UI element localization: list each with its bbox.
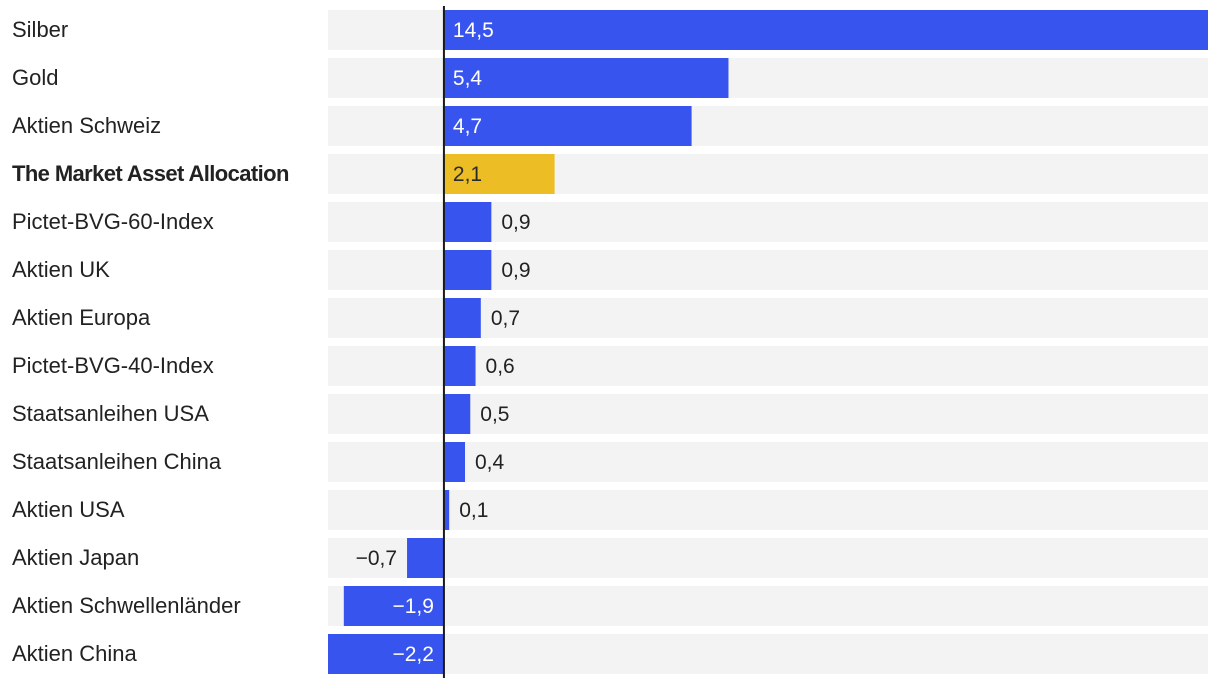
value-label: 4,7 bbox=[453, 115, 482, 138]
value-label: −1,9 bbox=[392, 595, 433, 618]
bar bbox=[443, 250, 492, 290]
bar bbox=[443, 202, 492, 242]
value-label: −2,2 bbox=[392, 643, 433, 666]
bar bbox=[443, 394, 471, 434]
row-background bbox=[328, 538, 1208, 578]
bar bbox=[443, 10, 1209, 50]
category-label: Pictet-BVG-40-Index bbox=[12, 353, 214, 378]
value-label: 14,5 bbox=[453, 19, 494, 42]
bar bbox=[443, 442, 466, 482]
value-label: 2,1 bbox=[453, 163, 482, 186]
bar bbox=[443, 58, 729, 98]
value-label: 0,9 bbox=[501, 259, 530, 282]
bar bbox=[443, 298, 481, 338]
value-label: 0,9 bbox=[501, 211, 530, 234]
category-label: Aktien Europa bbox=[12, 305, 151, 330]
category-label: Gold bbox=[12, 65, 58, 90]
category-label: Aktien Schwellenländer bbox=[12, 593, 241, 618]
bar bbox=[407, 538, 444, 578]
value-label: 0,6 bbox=[486, 355, 515, 378]
bar bbox=[443, 490, 450, 530]
row-background bbox=[328, 490, 1208, 530]
value-label: 0,5 bbox=[480, 403, 509, 426]
category-label: Staatsanleihen USA bbox=[12, 401, 209, 426]
row-background bbox=[328, 586, 1208, 626]
row-background bbox=[328, 394, 1208, 434]
value-label: −0,7 bbox=[356, 547, 397, 570]
value-label: 0,1 bbox=[459, 499, 488, 522]
value-label: 0,7 bbox=[491, 307, 520, 330]
value-label: 5,4 bbox=[453, 67, 483, 90]
category-label: The Market Asset Allocation bbox=[12, 161, 289, 186]
bar bbox=[443, 106, 692, 146]
bar-highlight bbox=[443, 154, 555, 194]
category-label: Silber bbox=[12, 17, 68, 42]
category-label: Staatsanleihen China bbox=[12, 449, 222, 474]
bar bbox=[443, 346, 476, 386]
bar bbox=[328, 634, 444, 674]
bar bbox=[343, 586, 444, 626]
category-label: Aktien UK bbox=[12, 257, 110, 282]
category-label: Pictet-BVG-60-Index bbox=[12, 209, 214, 234]
category-label: Aktien Schweiz bbox=[12, 113, 161, 138]
category-label: Aktien China bbox=[12, 641, 138, 666]
category-label: Aktien USA bbox=[12, 497, 125, 522]
category-label: Aktien Japan bbox=[12, 545, 139, 570]
value-label: 0,4 bbox=[475, 451, 505, 474]
row-background bbox=[328, 442, 1208, 482]
row-background bbox=[328, 634, 1208, 674]
